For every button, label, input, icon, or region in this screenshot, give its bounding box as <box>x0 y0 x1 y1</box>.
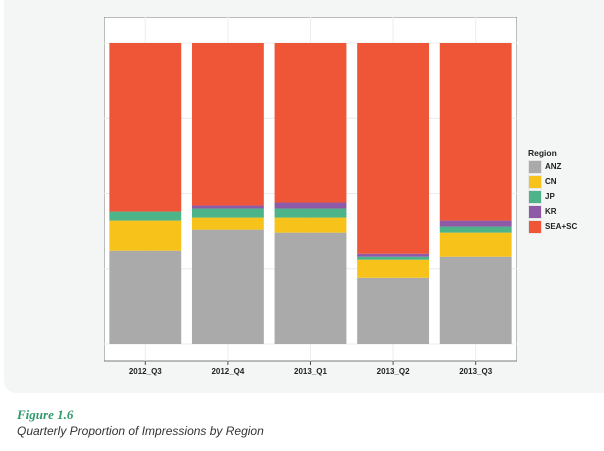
bar-2013_Q3-jp <box>439 226 512 233</box>
bar-2013_Q3-anz <box>439 256 512 344</box>
x-tick-label: 2013_Q1 <box>294 367 327 376</box>
bar-2013_Q1-sea-sc <box>274 43 347 203</box>
bar-2013_Q1-anz <box>274 232 347 344</box>
legend-label: JP <box>545 192 555 201</box>
bar-2012_Q4-kr <box>191 205 264 209</box>
x-tick-label: 2012_Q3 <box>129 367 162 376</box>
bar-2013_Q2-jp <box>357 256 430 260</box>
x-tick-label: 2013_Q3 <box>459 367 492 376</box>
bar-2012_Q4-jp <box>191 208 264 218</box>
bar-2012_Q3-jp <box>109 211 182 221</box>
bar-2012_Q3-cn <box>109 220 182 251</box>
bar-2013_Q3-sea-sc <box>439 43 512 221</box>
figure-label: Figure 1.6 <box>17 407 74 422</box>
bar-2013_Q3-kr <box>439 220 512 227</box>
legend-swatch <box>528 159 542 174</box>
x-tick-label: 2012_Q4 <box>211 367 244 376</box>
legend-item-anz: ANZ <box>528 159 598 174</box>
bar-2013_Q1-kr <box>274 202 347 209</box>
legend-label: KR <box>545 207 557 216</box>
legend-title: Region <box>528 148 557 158</box>
bar-2012_Q4-anz <box>191 229 264 344</box>
legend-label: ANZ <box>545 162 562 171</box>
bar-2013_Q1-jp <box>274 208 347 218</box>
legend-swatch <box>528 189 542 204</box>
bar-2013_Q1-cn <box>274 217 347 233</box>
legend-item-jp: JP <box>528 189 598 204</box>
stacked-bar-chart: 2012_Q3 2012_Q4 2013_Q1 2013_Q2 2013_Q3 <box>104 17 517 376</box>
legend-swatch <box>528 174 542 189</box>
chart-legend: Region ANZ CN JP KR SEA+SC <box>528 147 598 234</box>
figure-panel: 2012_Q3 2012_Q4 2013_Q1 2013_Q2 2013_Q3 Regi… <box>4 0 604 393</box>
x-tick-label: 2013_Q2 <box>377 367 410 376</box>
bar-2012_Q3-sea-sc <box>109 43 182 212</box>
legend-item-kr: KR <box>528 204 598 219</box>
legend-items: ANZ CN JP KR SEA+SC <box>528 159 598 234</box>
bar-2012_Q4-cn <box>191 217 264 230</box>
legend-label: CN <box>545 177 557 186</box>
chart-area: 2012_Q3 2012_Q4 2013_Q1 2013_Q2 2013_Q3 <box>104 17 517 376</box>
legend-swatch <box>528 204 542 219</box>
bar-2012_Q3-anz <box>109 250 182 344</box>
legend-swatch <box>528 219 542 234</box>
legend-label: SEA+SC <box>545 222 578 231</box>
bar-2013_Q2-cn <box>357 259 430 278</box>
bar-2013_Q2-anz <box>357 277 430 344</box>
bar-2013_Q3-cn <box>439 232 512 257</box>
bar-2013_Q2-sea-sc <box>357 43 430 254</box>
bar-2013_Q2-kr <box>357 253 430 257</box>
legend-item-cn: CN <box>528 174 598 189</box>
figure-caption: Quarterly Proportion of Impressions by R… <box>17 424 264 438</box>
legend-item-sea-sc: SEA+SC <box>528 219 598 234</box>
bar-2012_Q4-sea-sc <box>191 43 264 206</box>
